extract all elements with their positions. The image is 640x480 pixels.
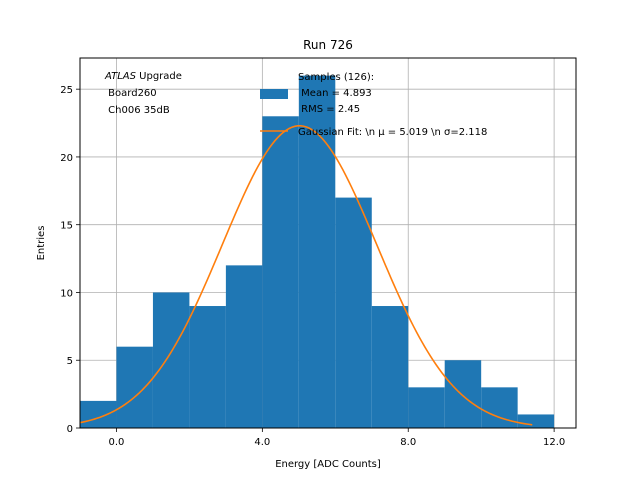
histogram-bar-4 (225, 265, 263, 428)
x-tick-label-2: 8.0 (400, 437, 416, 448)
y-tick-label-3: 15 (60, 221, 73, 232)
annotation-atlas-word: ATLAS (104, 71, 137, 82)
x-axis-label: Energy [ADC Counts] (275, 459, 381, 470)
annotation-line-1: ATLAS Upgrade (104, 71, 182, 82)
plot-frame (79, 57, 577, 429)
x-tick-label-0: 0.0 (109, 437, 125, 448)
chart-title: Run 726 (303, 38, 353, 52)
y-tick-label-4: 20 (60, 153, 73, 164)
legend-samples-swatch (260, 89, 288, 99)
y-tick-label-1: 5 (67, 356, 73, 367)
gaussian-fit (79, 124, 533, 426)
histogram-bar-9 (408, 387, 445, 428)
annotation-line-2: Board260 (105, 88, 157, 99)
histogram-bar-7 (335, 197, 372, 428)
histogram-bar-2 (152, 292, 190, 428)
histogram-bar-5 (262, 116, 299, 429)
histogram-bars (80, 75, 555, 429)
axis-ticks: 0.0 4.0 8.0 12.0 0 5 10 15 20 25 (60, 85, 565, 448)
histogram-bar-10 (444, 360, 482, 428)
histogram-bar-1 (116, 346, 153, 428)
x-tick-label-1: 4.0 (254, 437, 270, 448)
histogram-bar-12 (517, 414, 555, 428)
legend: Samples (126): Mean = 4.893 RMS = 2.45 G… (260, 72, 487, 138)
y-axis-label: Entries (36, 226, 47, 261)
legend-fit-label: Gaussian Fit: \n μ = 5.019 \n σ=2.118 (298, 127, 487, 138)
gaussian-fit-curve (79, 124, 533, 426)
legend-samples-line-1: Samples (126): (298, 72, 374, 83)
annotation-line-3: Ch006 35dB (105, 105, 170, 116)
y-tick-label-0: 0 (67, 424, 73, 435)
x-tick-label-3: 12.0 (543, 437, 565, 448)
legend-samples-line-3: RMS = 2.45 (298, 104, 360, 115)
histogram-bar-8 (371, 306, 409, 428)
legend-samples-line-2: Mean = 4.893 (298, 88, 372, 99)
histogram-bar-0 (80, 400, 117, 428)
atlas-annotation: ATLAS Upgrade Board260 Ch006 35dB (104, 71, 182, 116)
y-tick-label-5: 25 (60, 85, 73, 96)
annotation-upgrade-word: Upgrade (136, 71, 182, 82)
y-tick-label-2: 10 (60, 288, 73, 299)
histogram-bar-3 (189, 306, 226, 428)
